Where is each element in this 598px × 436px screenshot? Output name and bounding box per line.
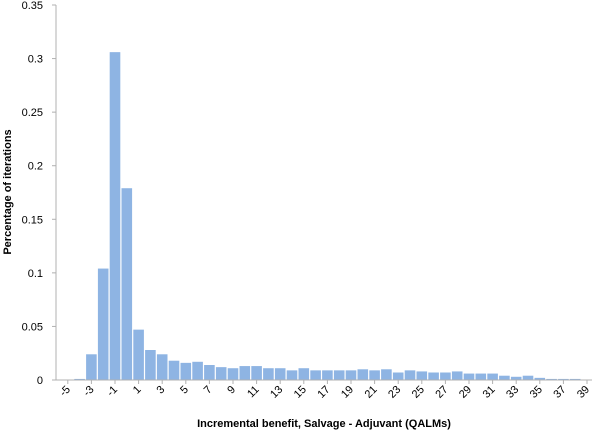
histogram-bar: [251, 366, 262, 380]
histogram-bar: [404, 370, 416, 380]
histogram-bar: [510, 376, 522, 380]
histogram-bar: [263, 368, 274, 380]
x-tick-label: 35: [528, 384, 545, 401]
histogram-bar: [74, 378, 85, 380]
x-axis-title: Incremental benefit, Salvage - Adjuvant …: [197, 418, 451, 430]
histogram-bar: [416, 371, 428, 380]
histogram-bar: [322, 370, 333, 380]
histogram-bar: [333, 370, 345, 380]
histogram-bar: [534, 377, 546, 380]
y-tick-labels: 0 0.05 0.1 0.15 0.2 0.25 0.3 0.35: [22, 0, 56, 387]
axes-layer: [55, 5, 592, 381]
histogram-bar: [145, 350, 156, 380]
histogram-bar: [192, 361, 203, 380]
x-tick-label: 23: [386, 384, 403, 401]
x-tick-label: 15: [292, 384, 309, 401]
histogram-bar: [392, 372, 404, 380]
x-tick-label: 29: [457, 384, 474, 401]
x-tick-label: -3: [81, 384, 96, 399]
x-tick-label: -5: [58, 384, 73, 399]
x-tick-label: 21: [363, 384, 380, 401]
y-axis-title: Percentage of iterations: [2, 129, 14, 254]
histogram-bar: [156, 354, 168, 380]
y-tick-label: 0.25: [22, 107, 43, 119]
x-tick-label: 27: [433, 384, 450, 401]
histogram-bar: [239, 366, 251, 380]
histogram-bar: [286, 370, 298, 380]
histogram-bar: [428, 372, 439, 380]
x-tick-label: 13: [268, 384, 285, 401]
x-tick-label: 31: [481, 384, 498, 401]
y-tick-label: 0: [37, 375, 43, 387]
histogram-bar: [381, 369, 392, 380]
x-tick-label: 39: [575, 384, 592, 401]
x-tick-label: 9: [225, 384, 238, 397]
histogram-bar: [357, 369, 369, 380]
histogram-bar: [204, 365, 215, 380]
x-tick-label: 33: [504, 384, 521, 401]
y-tick-label: 0.15: [22, 214, 43, 226]
histogram-bar: [522, 375, 534, 380]
histogram-bar: [369, 370, 380, 380]
histogram-bar: [546, 378, 557, 380]
histogram-bar: [121, 188, 133, 380]
y-tick-label: 0.3: [28, 54, 43, 66]
histogram-bar: [168, 360, 180, 380]
histogram-bar: [180, 362, 192, 380]
bars-layer: [74, 52, 581, 380]
histogram-bar: [227, 368, 239, 380]
histogram-bar: [475, 373, 487, 380]
histogram-bar: [86, 354, 97, 380]
y-tick-label: 0.35: [22, 0, 43, 12]
histogram-bar: [298, 368, 310, 380]
x-tick-label: 1: [131, 384, 144, 397]
x-tick-label: 7: [202, 384, 215, 397]
histogram-bar: [451, 371, 463, 380]
y-tick-label: 0.05: [22, 321, 43, 333]
histogram-bar: [345, 370, 357, 380]
histogram-bar: [109, 52, 121, 380]
x-tick-label: 19: [339, 384, 356, 401]
y-tick-label: 0.2: [28, 161, 43, 173]
histogram-bar: [558, 378, 569, 380]
y-tick-label: 0.1: [28, 268, 43, 280]
histogram-bar: [463, 373, 475, 380]
histogram-bar: [97, 268, 109, 380]
x-tick-label: 5: [178, 384, 191, 397]
histogram-bar: [499, 375, 510, 380]
x-tick-label: 3: [155, 384, 168, 397]
x-tick-labels: -5 -3 -1 1 3 5 7 9 11 13 15 17 19 21 23 25 27 29 31 33 35 37 3…: [58, 380, 592, 401]
x-tick-label: 37: [551, 384, 568, 401]
x-tick-label: -1: [105, 384, 120, 399]
histogram-bar: [133, 329, 144, 380]
histogram-bar: [440, 372, 451, 380]
x-tick-label: 11: [245, 384, 262, 401]
x-tick-label: 17: [315, 384, 332, 401]
x-tick-label: 25: [410, 384, 427, 401]
histogram-bar: [487, 373, 498, 380]
histogram-bar: [274, 368, 286, 380]
histogram-bar: [310, 370, 321, 380]
histogram-bar: [569, 378, 581, 380]
histogram-bar: [215, 367, 227, 380]
